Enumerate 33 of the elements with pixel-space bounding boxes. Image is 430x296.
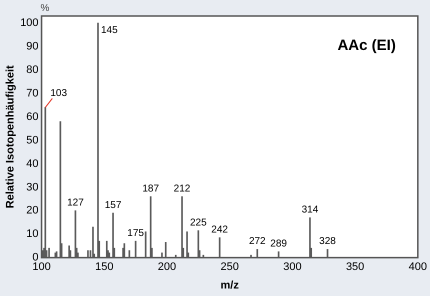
annotation: 289	[270, 238, 288, 250]
y-axis-title: Relative Isotopenhäufigkeit	[4, 64, 17, 208]
text: %	[40, 2, 50, 14]
x-tick-label: 300	[283, 261, 302, 274]
x-tick-label: 200	[158, 261, 176, 274]
y-tick-label: 30	[26, 181, 39, 194]
x-axis-title: m/z	[220, 279, 240, 292]
y-tick-label: 20	[26, 204, 39, 217]
text: AAc (EI)	[337, 37, 396, 54]
y-tick-label: 60	[26, 110, 39, 123]
x-tick-label: 250	[220, 261, 239, 274]
annotation: 314	[302, 204, 319, 216]
y-tick-label: 40	[26, 158, 39, 170]
annotation: 145	[100, 24, 118, 36]
x-tick-label: 400	[408, 261, 428, 274]
annotation: 157	[104, 200, 122, 211]
y-tick-label: 80	[26, 64, 39, 76]
annotation: 272	[248, 236, 266, 248]
y-tick-label: 100	[20, 17, 39, 30]
annotation: 242	[211, 224, 228, 236]
y-tick-label: 10	[26, 228, 39, 240]
annotation: 328	[319, 236, 336, 248]
annotation: 175	[127, 228, 144, 239]
annotation: 187	[142, 183, 160, 194]
y-tick-label: 70	[26, 87, 39, 100]
y-tick-label: 90	[26, 40, 39, 53]
annotation: 127	[67, 197, 84, 208]
annotation: 225	[190, 217, 208, 228]
annotation: 103	[50, 88, 68, 100]
x-tick-label: 350	[346, 261, 364, 274]
annotation: 212	[174, 183, 191, 194]
y-tick-label: 50	[26, 134, 39, 146]
x-tick-label: 150	[95, 261, 114, 274]
